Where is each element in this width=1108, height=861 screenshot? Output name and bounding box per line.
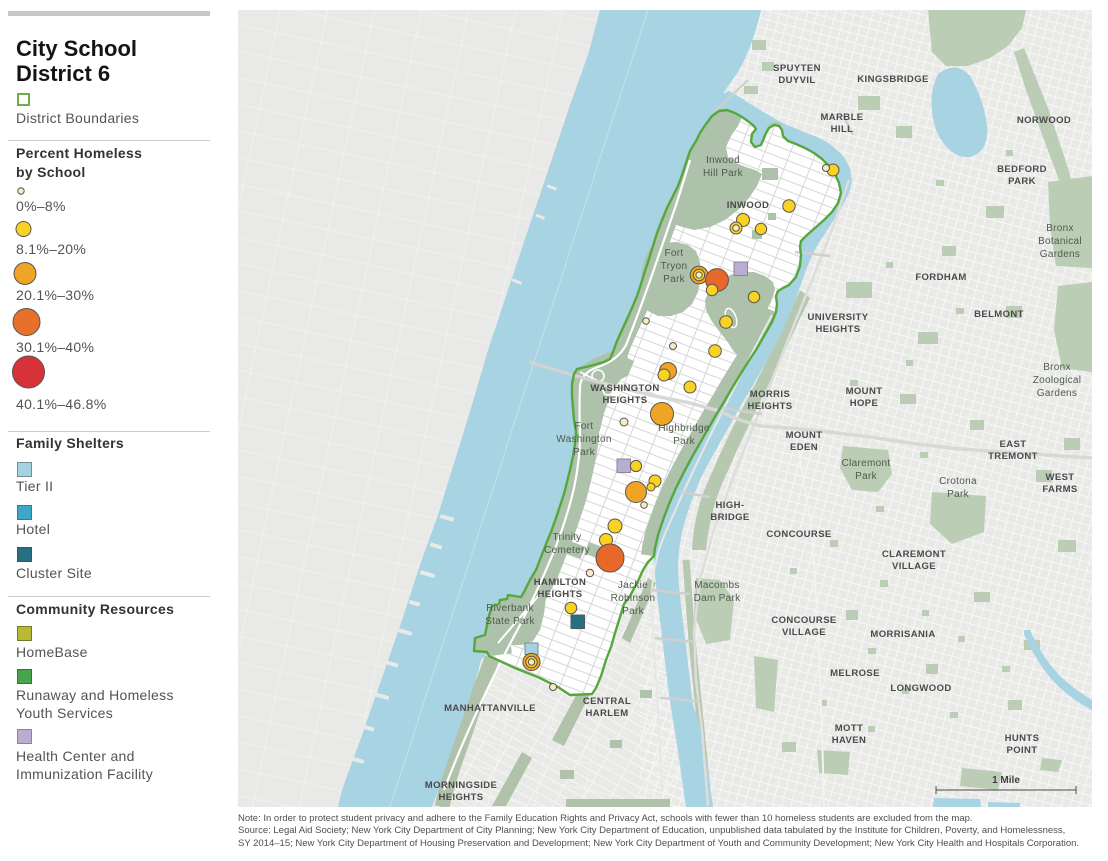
svg-text:HAVEN: HAVEN [832, 735, 867, 746]
svg-text:State Park: State Park [485, 616, 535, 627]
svg-text:WASHINGTON: WASHINGTON [590, 383, 659, 394]
svg-text:NORWOOD: NORWOOD [1017, 115, 1071, 126]
svg-text:MOUNT: MOUNT [846, 386, 883, 397]
svg-text:HEIGHTS: HEIGHTS [438, 792, 483, 803]
svg-text:Washington: Washington [556, 434, 611, 445]
svg-text:POINT: POINT [1006, 745, 1037, 756]
svg-text:1 Mile: 1 Mile [992, 775, 1020, 786]
svg-text:CLAREMONT: CLAREMONT [882, 549, 946, 560]
svg-text:Dam Park: Dam Park [694, 593, 742, 604]
svg-text:HEIGHTS: HEIGHTS [537, 589, 582, 600]
svg-text:Cemetery: Cemetery [544, 545, 590, 556]
svg-text:Riverbank: Riverbank [486, 603, 534, 614]
svg-text:FARMS: FARMS [1042, 484, 1077, 495]
svg-text:Bronx: Bronx [1043, 362, 1071, 373]
svg-text:MANHATTANVILLE: MANHATTANVILLE [444, 703, 536, 714]
svg-text:Jackie: Jackie [618, 580, 648, 591]
svg-text:CONCOURSE: CONCOURSE [766, 529, 831, 540]
svg-text:EAST: EAST [1000, 439, 1027, 450]
svg-text:FORDHAM: FORDHAM [915, 272, 966, 283]
svg-text:Botanical: Botanical [1038, 236, 1082, 247]
svg-text:Gardens: Gardens [1040, 249, 1080, 260]
svg-text:MORRISANIA: MORRISANIA [870, 629, 935, 640]
svg-text:VILLAGE: VILLAGE [782, 627, 826, 638]
svg-text:CENTRAL: CENTRAL [583, 696, 631, 707]
svg-text:HIGH-: HIGH- [716, 500, 745, 511]
svg-text:Hill Park: Hill Park [703, 168, 744, 179]
svg-text:BELMONT: BELMONT [974, 309, 1024, 320]
svg-text:PARK: PARK [1008, 176, 1036, 187]
svg-text:HOPE: HOPE [850, 398, 879, 409]
svg-text:MELROSE: MELROSE [830, 668, 880, 679]
svg-text:HEIGHTS: HEIGHTS [602, 395, 647, 406]
svg-text:TREMONT: TREMONT [988, 451, 1038, 462]
svg-text:Claremont: Claremont [842, 458, 891, 469]
svg-text:HILL: HILL [831, 124, 854, 135]
svg-text:Park: Park [622, 606, 644, 617]
svg-text:MORRIS: MORRIS [750, 389, 790, 400]
svg-text:Park: Park [663, 274, 685, 285]
svg-text:HAMILTON: HAMILTON [534, 577, 586, 588]
svg-text:MARBLE: MARBLE [820, 112, 863, 123]
svg-text:Fort: Fort [665, 248, 684, 259]
svg-text:DUYVIL: DUYVIL [778, 75, 815, 86]
svg-text:BRIDGE: BRIDGE [710, 512, 749, 523]
svg-text:CONCOURSE: CONCOURSE [771, 615, 836, 626]
svg-text:Park: Park [673, 436, 695, 447]
svg-text:SPUYTEN: SPUYTEN [773, 63, 821, 74]
svg-text:Crotona: Crotona [939, 476, 977, 487]
svg-text:Park: Park [947, 489, 969, 500]
svg-text:WEST: WEST [1045, 472, 1074, 483]
svg-text:Inwood: Inwood [706, 155, 740, 166]
svg-text:MOTT: MOTT [835, 723, 864, 734]
svg-text:BEDFORD: BEDFORD [997, 164, 1047, 175]
svg-text:Highbridge: Highbridge [658, 423, 710, 434]
svg-text:MOUNT: MOUNT [786, 430, 823, 441]
svg-text:VILLAGE: VILLAGE [892, 561, 936, 572]
svg-text:HEIGHTS: HEIGHTS [815, 324, 860, 335]
svg-text:Bronx: Bronx [1046, 223, 1074, 234]
svg-text:Park: Park [855, 471, 877, 482]
svg-text:HEIGHTS: HEIGHTS [747, 401, 792, 412]
svg-text:Gardens: Gardens [1037, 388, 1077, 399]
svg-text:Fort: Fort [575, 421, 594, 432]
svg-text:Robinson: Robinson [611, 593, 656, 604]
svg-text:UNIVERSITY: UNIVERSITY [807, 312, 868, 323]
svg-text:INWOOD: INWOOD [727, 200, 770, 211]
svg-text:Trinity: Trinity [553, 532, 582, 543]
svg-text:HARLEM: HARLEM [585, 708, 628, 719]
svg-text:MORNINGSIDE: MORNINGSIDE [425, 780, 498, 791]
svg-text:Park: Park [573, 447, 595, 458]
svg-text:Tryon: Tryon [661, 261, 688, 272]
svg-text:HUNTS: HUNTS [1005, 733, 1040, 744]
svg-text:KINGSBRIDGE: KINGSBRIDGE [857, 74, 928, 85]
svg-text:EDEN: EDEN [790, 442, 818, 453]
svg-text:Zoological: Zoological [1033, 375, 1082, 386]
svg-text:Macombs: Macombs [694, 580, 739, 591]
svg-text:LONGWOOD: LONGWOOD [890, 683, 951, 694]
